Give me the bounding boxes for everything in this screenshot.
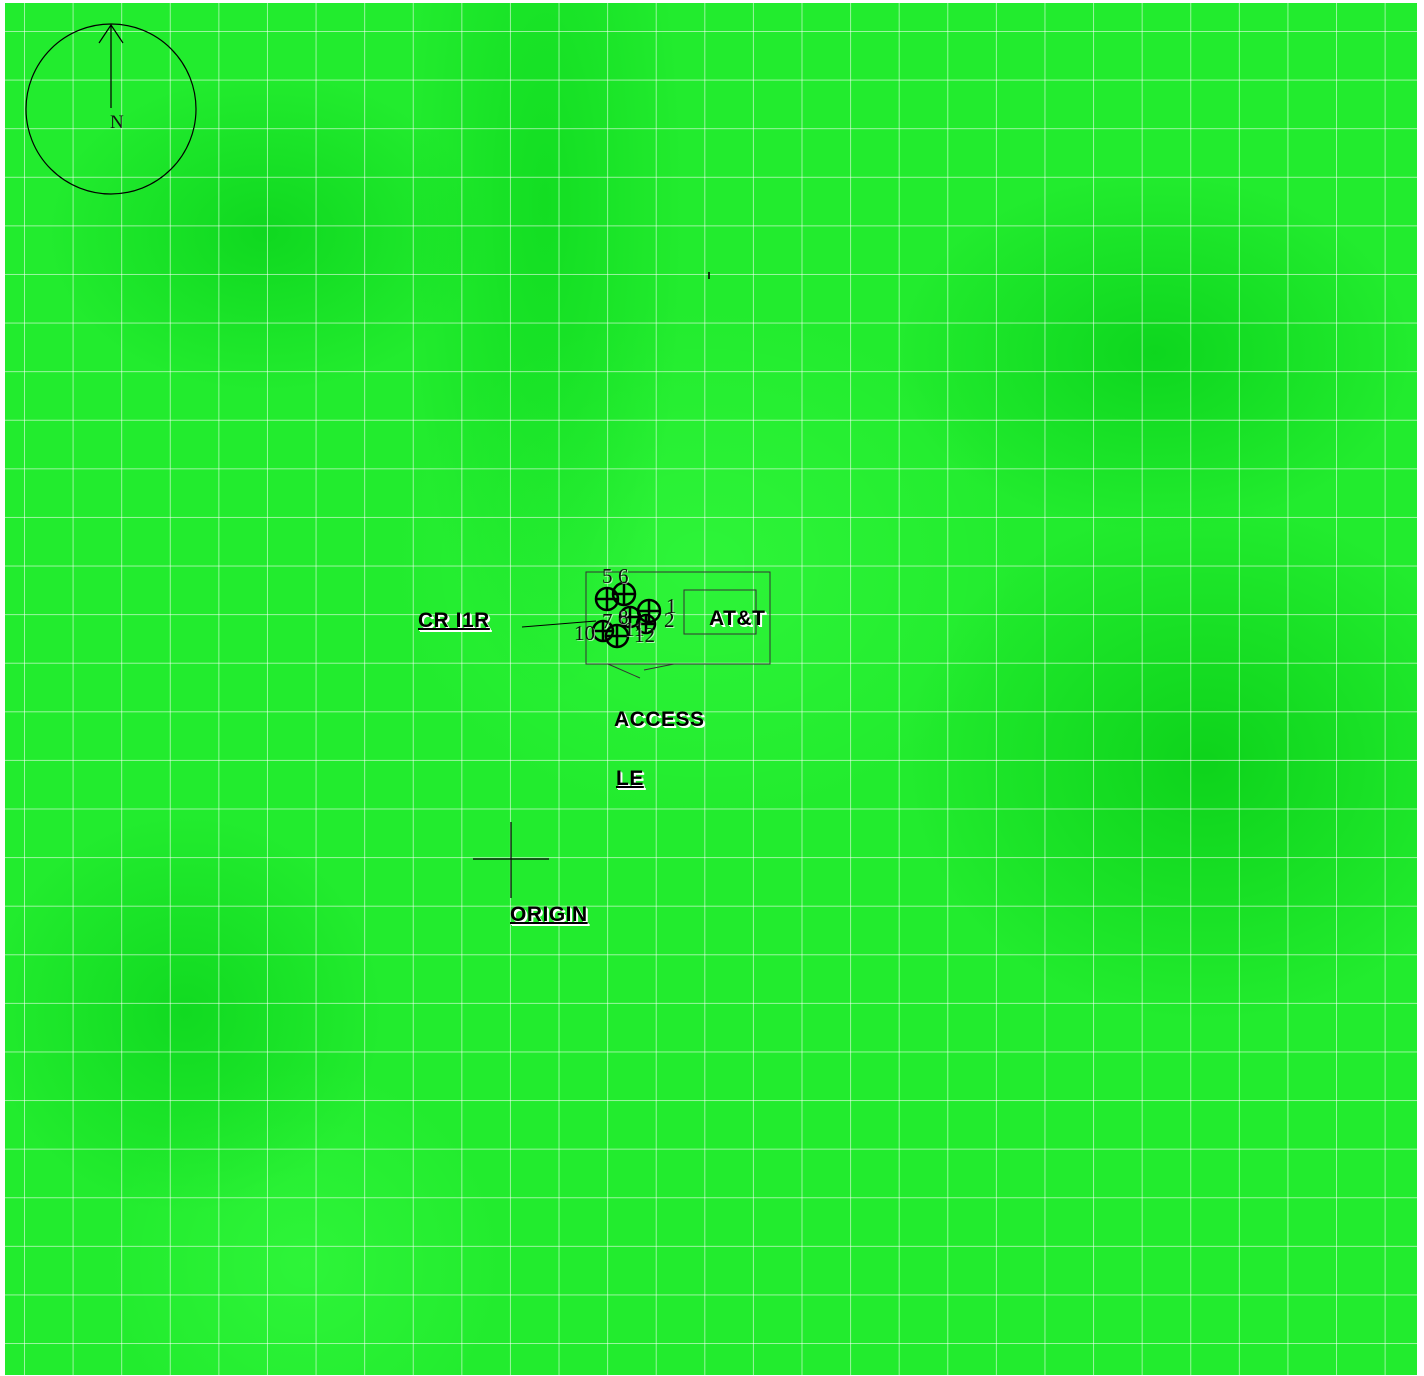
- grid-overlay: [5, 3, 1417, 1375]
- le-label: LE: [616, 767, 644, 790]
- sample-marker-10[interactable]: [591, 619, 615, 643]
- sample-label-1: 1: [666, 594, 677, 618]
- sample-marker-2[interactable]: [635, 613, 657, 635]
- compass-north-label: N: [110, 112, 124, 133]
- sample-label-2: 2: [664, 608, 675, 632]
- cr-leader-line: [521, 620, 597, 628]
- sample-label-7: 7: [602, 609, 613, 633]
- site-outline: [585, 571, 771, 679]
- sample-label-10: 10: [574, 621, 595, 645]
- origin-label: ORIGIN: [510, 903, 588, 926]
- sample-marker-5[interactable]: [594, 586, 620, 612]
- access-label: ACCESS: [614, 708, 705, 731]
- sample-label-5: 5: [602, 564, 613, 588]
- sample-label-8: 8: [618, 605, 629, 629]
- origin-crosshair-icon: [473, 822, 549, 898]
- north-arrow-icon: [25, 23, 197, 195]
- sample-point-markers: [591, 581, 662, 649]
- cr-label: CR I1R: [418, 609, 490, 632]
- map-canvas[interactable]: [5, 3, 1417, 1375]
- att-label: AT&T: [709, 607, 766, 630]
- sample-label-6: 6: [618, 564, 629, 588]
- sample-marker-6[interactable]: [611, 581, 637, 607]
- sample-marker-11[interactable]: [604, 623, 630, 649]
- sample-label-12: 12: [634, 623, 655, 647]
- sample-label-11: 11: [624, 617, 645, 641]
